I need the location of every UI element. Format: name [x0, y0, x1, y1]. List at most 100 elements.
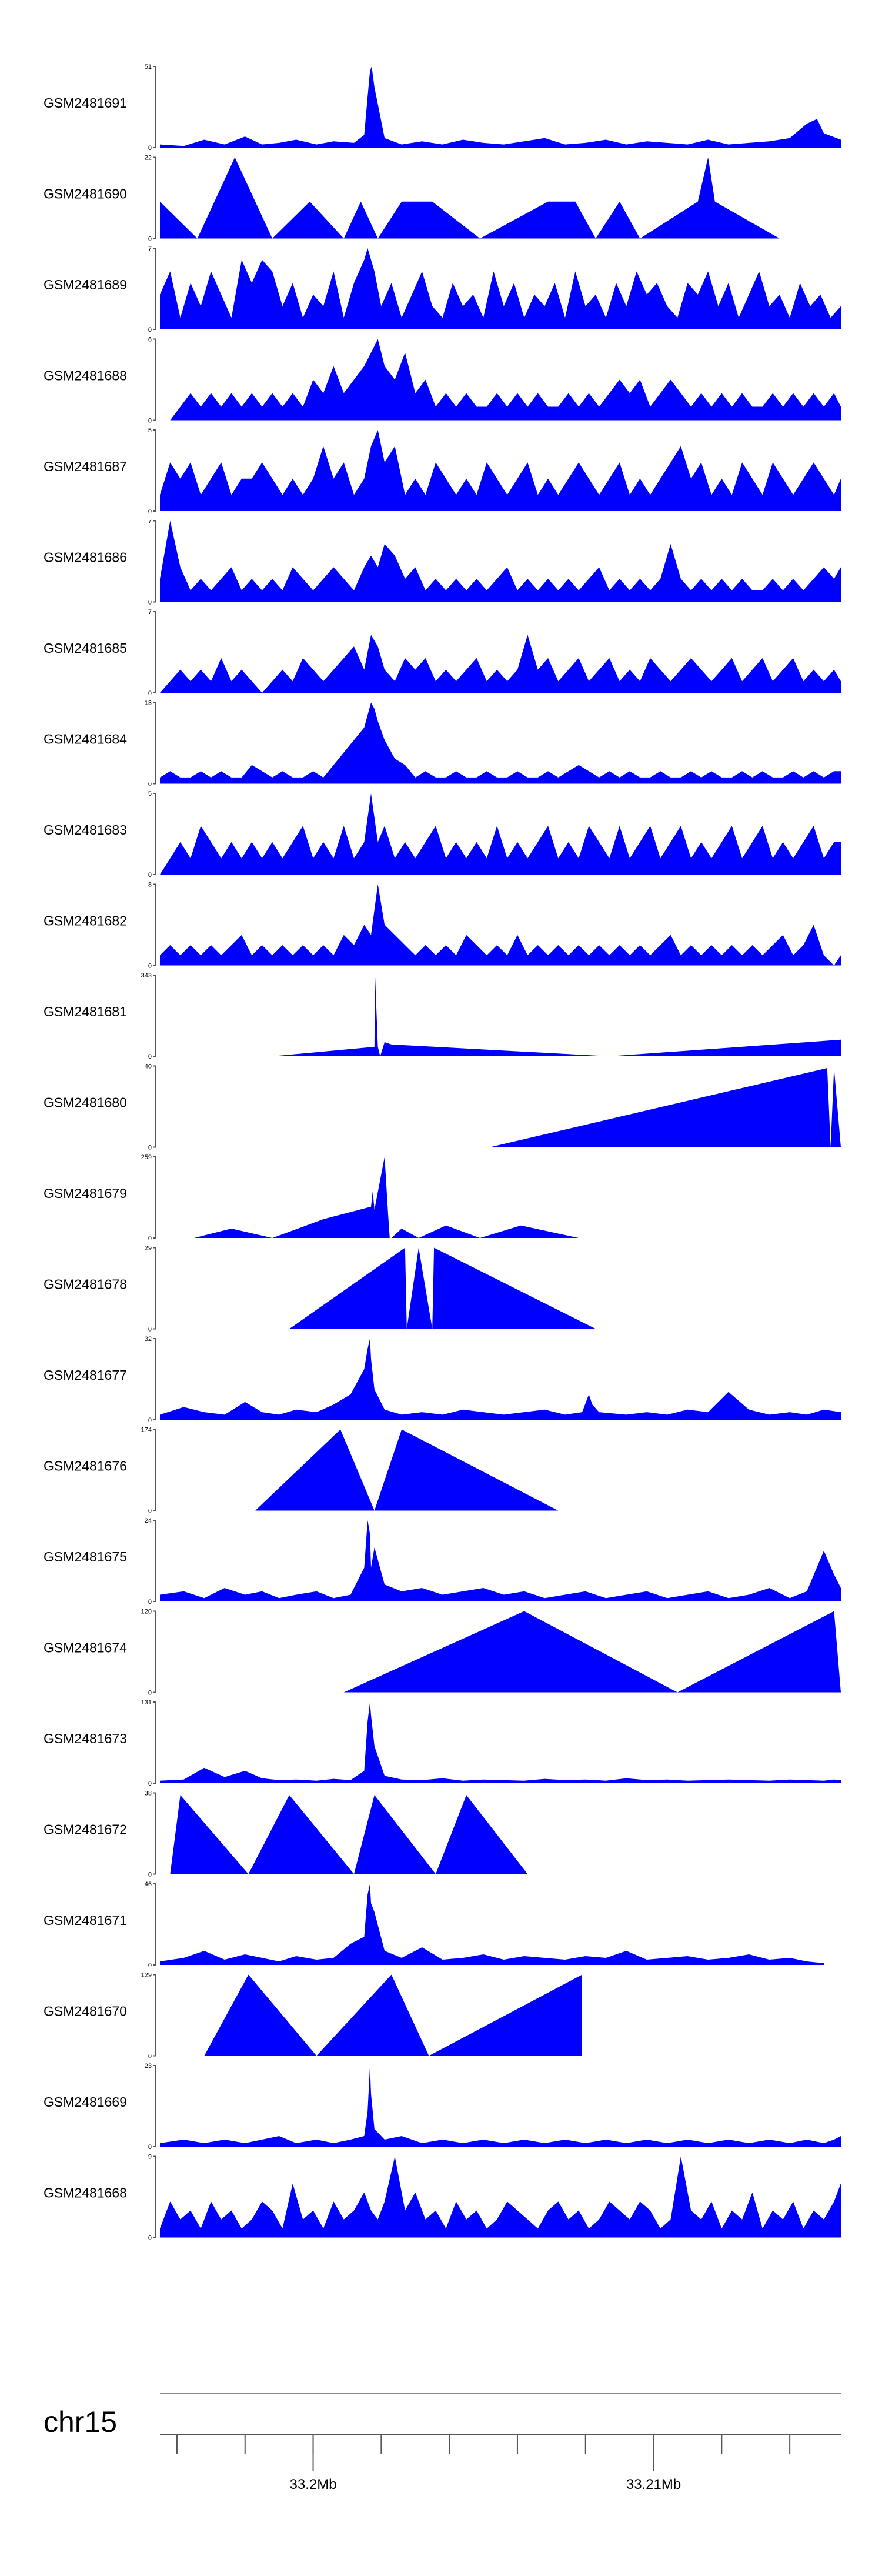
track-label: GSM2481672: [44, 1822, 127, 1837]
x-tick-label: 33.21Mb: [626, 2477, 681, 2492]
track-ymin-label: 0: [148, 1962, 152, 1969]
track-label: GSM2481689: [44, 277, 127, 292]
track-ymax-label: 131: [141, 1699, 152, 1706]
track-ymax-label: 9: [148, 2154, 152, 2161]
track-label: GSM2481675: [44, 1549, 127, 1564]
track-ymax-label: 38: [145, 1790, 152, 1797]
track-label: GSM2481681: [44, 1004, 127, 1019]
track-ymax-label: 259: [141, 1154, 152, 1161]
track-coverage-area: [160, 430, 841, 511]
track-GSM2481676: GSM2481676 174 0: [44, 1427, 559, 1515]
track-ymax-label: 343: [141, 972, 152, 979]
track-ymin-label: 0: [148, 1235, 152, 1242]
track-ymax-label: 7: [148, 609, 152, 616]
track-ymin-label: 0: [148, 2144, 152, 2151]
track-GSM2481671: GSM2481671 46 0: [44, 1881, 824, 1969]
track-ymin-label: 0: [148, 1871, 152, 1878]
track-ymin-label: 0: [148, 963, 152, 970]
track-GSM2481675: GSM2481675 24 0: [44, 1517, 841, 1606]
track-label: GSM2481685: [44, 640, 127, 656]
track-ymin-label: 0: [148, 236, 152, 243]
track-label: GSM2481687: [44, 459, 127, 474]
track-GSM2481678: GSM2481678 29 0: [44, 1245, 596, 1333]
track-ymin-label: 0: [148, 1780, 152, 1787]
track-label: GSM2481677: [44, 1367, 127, 1383]
track-ymax-label: 174: [141, 1427, 152, 1434]
track-GSM2481670: GSM2481670 129 0: [44, 1972, 582, 2060]
track-ymax-label: 5: [148, 790, 152, 798]
track-ymin-label: 0: [148, 1599, 152, 1606]
chromosome-label: chr15: [44, 2405, 117, 2438]
track-coverage-area: [490, 1068, 841, 1147]
track-GSM2481668: GSM2481668 9 0: [44, 2154, 841, 2242]
track-GSM2481688: GSM2481688 6 0: [44, 336, 841, 425]
track-ymin-label: 0: [148, 781, 152, 788]
track-ymax-label: 7: [148, 518, 152, 525]
track-GSM2481680: GSM2481680 40 0: [44, 1063, 841, 1152]
track-label: GSM2481682: [44, 913, 127, 929]
track-label: GSM2481669: [44, 2094, 127, 2110]
track-label: GSM2481691: [44, 95, 127, 111]
track-GSM2481679: GSM2481679 259 0: [44, 1154, 579, 1242]
track-label: GSM2481674: [44, 1640, 127, 1656]
track-GSM2481687: GSM2481687 5 0: [44, 427, 841, 515]
track-coverage-area: [160, 339, 841, 421]
track-GSM2481689: GSM2481689 7 0: [44, 245, 841, 333]
track-coverage-area: [160, 702, 841, 784]
track-coverage-area: [160, 635, 841, 693]
track-GSM2481674: GSM2481674 120 0: [44, 1609, 841, 1697]
track-coverage-area: [160, 1702, 841, 1783]
track-coverage-area: [160, 1339, 841, 1420]
track-coverage-area: [160, 884, 841, 966]
track-ymax-label: 32: [145, 1336, 152, 1343]
track-ymin-label: 0: [148, 418, 152, 425]
genome-axis: chr15 33.2Mb 33.21Mb: [44, 2393, 841, 2492]
track-GSM2481684: GSM2481684 13 0: [44, 700, 841, 788]
track-ymin-label: 0: [148, 2235, 152, 2242]
track-GSM2481672: GSM2481672 38 0: [44, 1790, 572, 1878]
track-coverage-area: [272, 975, 841, 1056]
track-ymin-label: 0: [148, 1417, 152, 1424]
track-coverage-area: [255, 1429, 559, 1511]
track-label: GSM2481678: [44, 1277, 127, 1292]
track-ymax-label: 22: [145, 155, 152, 162]
track-ymax-label: 24: [145, 1517, 152, 1524]
track-ymin-label: 0: [148, 1690, 152, 1697]
track-ymin-label: 0: [148, 508, 152, 515]
track-coverage-area: [160, 1884, 824, 1965]
track-ymax-label: 40: [145, 1063, 152, 1070]
track-label: GSM2481684: [44, 732, 127, 747]
track-GSM2481691: GSM2481691 51 0: [44, 64, 841, 152]
track-ymax-label: 23: [145, 2063, 152, 2070]
track-label: GSM2481671: [44, 1913, 127, 1928]
track-coverage-area: [170, 1795, 572, 1874]
track-ymin-label: 0: [148, 1326, 152, 1333]
track-coverage-area: [160, 793, 841, 875]
track-ymax-label: 13: [145, 700, 152, 707]
track-ymin-label: 0: [148, 690, 152, 697]
track-label: GSM2481688: [44, 368, 127, 383]
track-ymin-label: 0: [148, 599, 152, 606]
track-label: GSM2481683: [44, 822, 127, 837]
track-coverage-area: [204, 1974, 582, 2056]
track-label: GSM2481686: [44, 550, 127, 565]
track-GSM2481690: GSM2481690 22 0: [44, 155, 780, 243]
track-coverage-area: [289, 1247, 596, 1329]
track-ymin-label: 0: [148, 326, 152, 333]
track-coverage-area: [160, 248, 841, 329]
track-ymax-label: 29: [145, 1245, 152, 1252]
track-label: GSM2481680: [44, 1095, 127, 1110]
track-coverage-area: [160, 66, 841, 148]
track-GSM2481677: GSM2481677 32 0: [44, 1336, 841, 1424]
track-label: GSM2481676: [44, 1459, 127, 1474]
x-tick-label: 33.2Mb: [290, 2477, 337, 2492]
track-label: GSM2481670: [44, 2004, 127, 2019]
track-ymax-label: 129: [141, 1972, 152, 1979]
track-ymin-label: 0: [148, 872, 152, 879]
track-ymax-label: 8: [148, 882, 152, 889]
track-ymax-label: 46: [145, 1881, 152, 1888]
track-ymax-label: 120: [141, 1609, 152, 1616]
track-GSM2481673: GSM2481673 131 0: [44, 1699, 841, 1787]
track-ymin-label: 0: [148, 1144, 152, 1152]
